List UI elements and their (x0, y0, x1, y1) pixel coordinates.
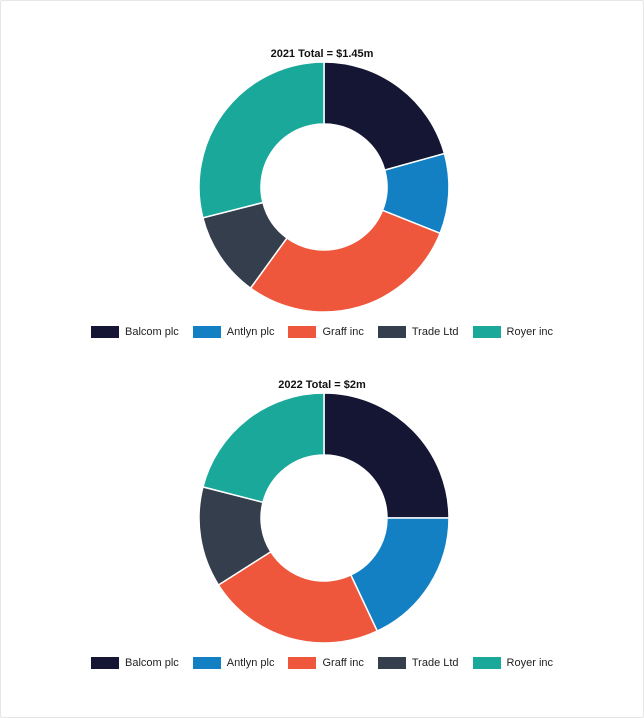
legend-swatch (90, 326, 119, 338)
legend-item-antlyn-plc: Antlyn plc (192, 326, 275, 338)
slice-balcom-plc (323, 62, 446, 172)
slice-royer-inc (198, 62, 325, 219)
legend-label: Royer inc (506, 657, 554, 669)
donut-chart (198, 393, 450, 644)
legend-item-trade-ltd: Trade Ltd (377, 326, 459, 338)
slice-royer-inc (202, 393, 325, 504)
legend-swatch (288, 657, 317, 669)
legend-label: Balcom plc (124, 326, 179, 338)
legend-swatch (377, 326, 406, 338)
legend-item-balcom-plc: Balcom plc (90, 657, 179, 669)
legend-label: Graff inc (322, 657, 364, 669)
legend-item-graff-inc: Graff inc (288, 326, 364, 338)
legend-swatch (472, 326, 501, 338)
legend-label: Antlyn plc (226, 657, 275, 669)
legend-swatch (192, 326, 221, 338)
chart-title: 2021 Total = $1.45m (270, 48, 374, 60)
legend-label: Trade Ltd (411, 326, 459, 338)
slice-balcom-plc (323, 393, 450, 519)
legend-item-balcom-plc: Balcom plc (90, 326, 179, 338)
slice-graff-inc (249, 209, 442, 313)
legend-label: Balcom plc (124, 657, 179, 669)
legend-swatch (472, 657, 501, 669)
legend-swatch (192, 657, 221, 669)
legend-swatch (288, 326, 317, 338)
slice-antlyn-plc (349, 517, 450, 633)
legend: Balcom plc Antlyn plc Graff inc Trade Ltd Ro… (0, 326, 644, 338)
legend-item-graff-inc: Graff inc (288, 657, 364, 669)
legend-label: Trade Ltd (411, 657, 459, 669)
legend-label: Graff inc (322, 326, 364, 338)
legend-swatch (377, 657, 406, 669)
legend-item-royer-inc: Royer inc (472, 657, 554, 669)
legend-item-antlyn-plc: Antlyn plc (192, 657, 275, 669)
legend-swatch (90, 657, 119, 669)
legend-item-trade-ltd: Trade Ltd (377, 657, 459, 669)
chart-title: 2022 Total = $2m (278, 379, 366, 391)
donut-chart (198, 62, 450, 313)
legend: Balcom plc Antlyn plc Graff inc Trade Ltd Ro… (0, 657, 644, 669)
slice-graff-inc (217, 550, 379, 644)
legend-item-royer-inc: Royer inc (472, 326, 554, 338)
legend-label: Royer inc (506, 326, 554, 338)
legend-label: Antlyn plc (226, 326, 275, 338)
